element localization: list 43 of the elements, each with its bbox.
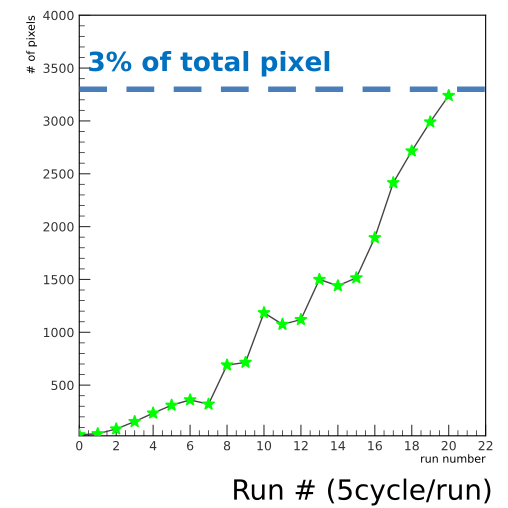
x-tick-label: 14 bbox=[331, 441, 346, 450]
point bbox=[405, 144, 418, 157]
ref-line-label: 3% of total pixel bbox=[89, 50, 330, 77]
x-tick-label: 12 bbox=[294, 440, 308, 450]
point bbox=[238, 355, 252, 368]
point bbox=[368, 230, 382, 244]
text: Run # (5cycle/run) bbox=[234, 478, 490, 506]
y-tick-label: 2000 bbox=[43, 222, 74, 232]
x-tick-label: 4 bbox=[150, 441, 156, 450]
y-tick-label: 2500 bbox=[43, 169, 74, 179]
y-tick-label: 3000 bbox=[44, 116, 74, 126]
point bbox=[442, 88, 456, 102]
x-tick-label: 0 bbox=[76, 440, 82, 450]
y-tick-label: 4000 bbox=[43, 10, 74, 20]
point bbox=[164, 398, 178, 411]
point bbox=[202, 397, 216, 410]
y-tick-label: 3500 bbox=[44, 64, 74, 74]
point bbox=[128, 414, 142, 428]
x-tick-label: 18 bbox=[405, 440, 419, 450]
point bbox=[183, 392, 197, 406]
y-axis-title: # of pixels bbox=[26, 16, 38, 74]
x-tick-label: 2 bbox=[113, 440, 119, 450]
point bbox=[350, 270, 363, 284]
point bbox=[312, 272, 326, 286]
y-tick-label: 1500 bbox=[44, 274, 74, 284]
point bbox=[386, 176, 400, 188]
point bbox=[294, 312, 308, 326]
y-tick-label: 1000 bbox=[44, 328, 74, 338]
point bbox=[424, 115, 437, 128]
x-tick-label: 6 bbox=[186, 440, 194, 450]
point bbox=[110, 422, 123, 435]
x-tick-label: 8 bbox=[224, 440, 230, 450]
x-axis-title: run number bbox=[421, 454, 486, 463]
y-tick-label: 500 bbox=[51, 380, 74, 390]
point bbox=[276, 317, 290, 330]
x-tick-label: 20 bbox=[442, 440, 456, 450]
point bbox=[220, 358, 234, 371]
point bbox=[257, 306, 271, 318]
x-tick-label: 10 bbox=[257, 440, 272, 450]
x-tick-label: 16 bbox=[368, 440, 382, 450]
point bbox=[146, 406, 160, 419]
point bbox=[331, 278, 345, 292]
x-tick-label: 22 bbox=[478, 440, 492, 450]
